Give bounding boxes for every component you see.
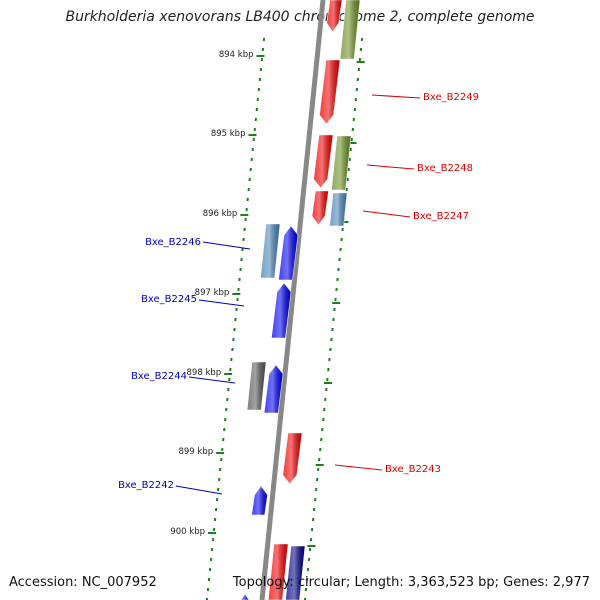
gene-label-leader — [198, 299, 245, 307]
gene-label-leader — [371, 94, 421, 99]
gene-label[interactable]: Bxe_B2249 — [423, 92, 479, 103]
backbone-line — [259, 0, 326, 600]
gene-feature[interactable] — [285, 545, 306, 600]
gene-label[interactable]: Bxe_B2242 — [118, 480, 174, 491]
gene-label-leader — [334, 464, 383, 471]
scale-label: 894 kbp — [219, 50, 254, 60]
gene-feature[interactable] — [339, 0, 361, 60]
gene-feature[interactable] — [319, 59, 341, 125]
gene-feature[interactable] — [311, 190, 329, 226]
gene-feature[interactable] — [331, 135, 352, 191]
gene-label[interactable]: Bxe_B2248 — [417, 163, 473, 174]
gene-feature[interactable] — [267, 543, 289, 600]
genome-summary: Topology: circular; Length: 3,363,523 bp… — [232, 575, 590, 590]
gene-label[interactable]: Bxe_B2247 — [413, 211, 469, 222]
gene-label-leader — [175, 485, 223, 495]
scale-label: 899 kbp — [178, 447, 213, 457]
gene-feature[interactable] — [326, 0, 343, 33]
scale-label: 896 kbp — [203, 209, 238, 219]
gene-label[interactable]: Bxe_B2243 — [385, 464, 441, 475]
accession-text: Accession: NC_007952 — [9, 575, 157, 590]
gene-feature[interactable] — [260, 223, 281, 279]
scale-label: 898 kbp — [187, 368, 222, 378]
gene-feature[interactable] — [282, 432, 303, 485]
gene-label-leader — [188, 376, 236, 384]
scale-label: 895 kbp — [211, 129, 246, 139]
map-title: Burkholderia xenovorans LB400 chromosome… — [65, 9, 535, 25]
scale-label: 897 kbp — [195, 288, 230, 298]
gene-label-leader — [202, 241, 251, 250]
scale-label: 900 kbp — [170, 527, 205, 537]
gene-feature[interactable] — [238, 593, 251, 600]
gene-feature[interactable] — [251, 485, 268, 516]
gene-feature[interactable] — [329, 192, 348, 227]
gene-label[interactable]: Bxe_B2246 — [145, 237, 201, 248]
gene-label[interactable]: Bxe_B2245 — [141, 294, 197, 305]
gene-feature[interactable] — [246, 361, 267, 411]
gene-label-leader — [362, 210, 411, 218]
gene-label-leader — [366, 164, 415, 170]
gene-feature[interactable] — [313, 134, 334, 189]
gene-label[interactable]: Bxe_B2244 — [131, 371, 187, 382]
